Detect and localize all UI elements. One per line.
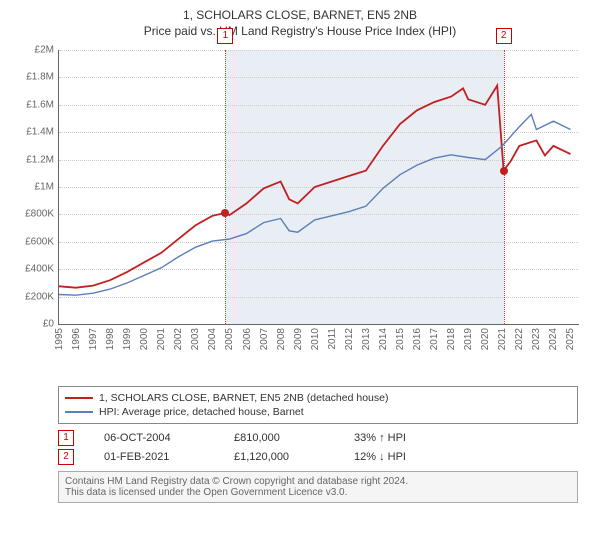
x-axis-label: 2001 — [156, 328, 167, 350]
y-axis-label: £0 — [14, 319, 54, 330]
x-axis-label: 2013 — [361, 328, 372, 350]
legend-item: 1, SCHOLARS CLOSE, BARNET, EN5 2NB (deta… — [65, 391, 571, 405]
plot-region: 12 — [58, 50, 579, 325]
x-axis-label: 2022 — [514, 328, 525, 350]
legend-label: HPI: Average price, detached house, Barn… — [99, 406, 304, 418]
y-axis-label: £1.4M — [14, 127, 54, 138]
event-marker-icon: 2 — [58, 449, 74, 465]
footer-line: This data is licensed under the Open Gov… — [65, 487, 571, 498]
y-axis-label: £1.8M — [14, 72, 54, 83]
chart-area: 12 £0 £200K £400K £600K £800K £1M £1.2M £1.4M £1… — [10, 44, 590, 384]
legend-swatch — [65, 397, 93, 399]
event-row: 2 01-FEB-2021 £1,120,000 12% ↓ HPI — [58, 449, 578, 465]
series-line — [59, 86, 571, 288]
footer-attribution: Contains HM Land Registry data © Crown c… — [58, 471, 578, 503]
x-axis-ticks: 1995199619971998199920002001200220032004… — [58, 328, 578, 378]
legend-label: 1, SCHOLARS CLOSE, BARNET, EN5 2NB (deta… — [99, 392, 388, 404]
y-axis-label: £1.6M — [14, 99, 54, 110]
event-marker-icon: 1 — [58, 430, 74, 446]
x-axis-label: 2010 — [310, 328, 321, 350]
event-dot — [500, 167, 508, 175]
x-axis-label: 2017 — [429, 328, 440, 350]
x-axis-label: 1999 — [122, 328, 133, 350]
event-vertical-line — [504, 50, 505, 324]
x-axis-label: 1996 — [71, 328, 82, 350]
y-axis-label: £1M — [14, 182, 54, 193]
x-axis-label: 2008 — [276, 328, 287, 350]
x-axis-label: 2014 — [378, 328, 389, 350]
event-delta: 33% ↑ HPI — [354, 432, 406, 444]
x-axis-label: 1998 — [105, 328, 116, 350]
x-axis-label: 2006 — [242, 328, 253, 350]
event-table: 1 06-OCT-2004 £810,000 33% ↑ HPI 2 01-FE… — [58, 430, 578, 465]
x-axis-label: 2011 — [327, 328, 338, 350]
x-axis-label: 2002 — [173, 328, 184, 350]
footer-line: Contains HM Land Registry data © Crown c… — [65, 476, 571, 487]
x-axis-label: 2024 — [548, 328, 559, 350]
event-vertical-line — [225, 50, 226, 324]
x-axis-label: 2003 — [190, 328, 201, 350]
x-axis-label: 2000 — [139, 328, 150, 350]
event-date: 06-OCT-2004 — [104, 432, 204, 444]
y-axis-label: £2M — [14, 45, 54, 56]
x-axis-label: 1997 — [88, 328, 99, 350]
x-axis-label: 2018 — [446, 328, 457, 350]
event-price: £810,000 — [234, 432, 324, 444]
line-series-svg — [59, 50, 579, 324]
event-dot — [221, 209, 229, 217]
x-axis-label: 2025 — [565, 328, 576, 350]
x-axis-label: 2012 — [344, 328, 355, 350]
y-axis-label: £200K — [14, 291, 54, 302]
x-axis-label: 2020 — [480, 328, 491, 350]
x-axis-label: 2015 — [395, 328, 406, 350]
y-axis-label: £800K — [14, 209, 54, 220]
chart-title: 1, SCHOLARS CLOSE, BARNET, EN5 2NB — [10, 8, 590, 22]
x-axis-label: 2023 — [531, 328, 542, 350]
legend-swatch — [65, 411, 93, 413]
legend-box: 1, SCHOLARS CLOSE, BARNET, EN5 2NB (deta… — [58, 386, 578, 424]
event-marker-box: 2 — [496, 28, 512, 44]
x-axis-label: 2007 — [259, 328, 270, 350]
x-axis-label: 2005 — [224, 328, 235, 350]
event-price: £1,120,000 — [234, 451, 324, 463]
x-axis-label: 2021 — [497, 328, 508, 350]
event-marker-box: 1 — [217, 28, 233, 44]
y-axis-label: £400K — [14, 264, 54, 275]
x-axis-label: 1995 — [54, 328, 65, 350]
y-axis-label: £1.2M — [14, 154, 54, 165]
event-delta: 12% ↓ HPI — [354, 451, 406, 463]
y-axis-label: £600K — [14, 236, 54, 247]
x-axis-label: 2004 — [207, 328, 218, 350]
event-row: 1 06-OCT-2004 £810,000 33% ↑ HPI — [58, 430, 578, 446]
legend-item: HPI: Average price, detached house, Barn… — [65, 405, 571, 419]
x-axis-label: 2016 — [412, 328, 423, 350]
x-axis-label: 2009 — [293, 328, 304, 350]
x-axis-label: 2019 — [463, 328, 474, 350]
event-date: 01-FEB-2021 — [104, 451, 204, 463]
